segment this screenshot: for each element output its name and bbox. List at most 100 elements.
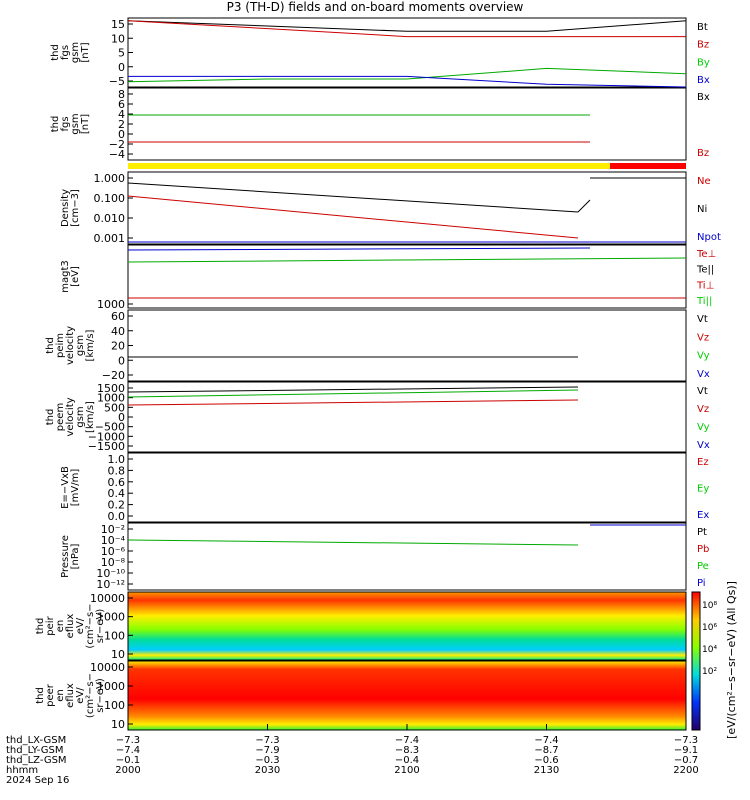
y-axis-label: thd fgs gsm [nT]	[50, 113, 91, 134]
spectrogram-peer	[128, 661, 686, 730]
y-label-line: [eV]	[70, 266, 81, 287]
x-tick-value: 2000	[115, 765, 140, 776]
y-tick-label: 4	[118, 108, 125, 121]
series-By	[127, 67, 687, 83]
colorbar-label: [eV/(cm²−s−sr−eV) (All Qs)]	[725, 581, 738, 739]
y-tick-label: 10⁻²	[101, 523, 125, 536]
y-label-line: velocity	[65, 326, 76, 365]
y-label-line: Pressure	[60, 535, 71, 578]
colorbar-tick-label: 10⁸	[702, 601, 717, 611]
x-tick-value: −8.3	[395, 745, 419, 756]
y-tick-label: 1000	[97, 611, 125, 624]
y-tick-label: 60	[111, 310, 125, 323]
legend-Vz: Vz	[697, 404, 709, 415]
y-tick-label: −1000	[88, 430, 125, 443]
y-tick-label: 1000	[97, 680, 125, 693]
legend-Vt: Vt	[697, 386, 708, 397]
y-tick-label: 10⁻¹⁰	[96, 567, 125, 580]
legend-Ez: Ez	[697, 457, 709, 468]
legend-Ti⊥: Ti⊥	[696, 280, 714, 291]
panel-frame	[127, 171, 687, 245]
trace-vz2	[127, 399, 579, 406]
panel-frame	[127, 309, 687, 382]
coverage-bar-fast	[610, 163, 686, 169]
y-label-line: [nT]	[80, 114, 91, 134]
y-tick-label: 8	[118, 88, 125, 101]
y-label-line: (cm²−s−	[85, 603, 96, 648]
trace-vy2	[127, 389, 579, 398]
y-tick-label: 10⁻⁶	[101, 545, 126, 558]
legend-Ex: Ex	[697, 510, 709, 521]
legend-Te||: Te||	[696, 265, 714, 276]
x-tick-value: 2030	[255, 765, 280, 776]
y-tick-label: 500	[104, 401, 125, 414]
x-tick-value: −0.7	[674, 755, 698, 766]
date-label: 2024 Sep 16	[6, 775, 69, 786]
y-tick-label: 1000	[97, 392, 125, 405]
y-label-line: thd	[45, 337, 56, 354]
trace-tipar	[127, 257, 687, 263]
y-tick-label: 0	[118, 61, 125, 74]
y-tick-label: 100	[104, 699, 125, 712]
y-label-line: thd	[35, 687, 46, 704]
y-tick-label: 20	[111, 340, 125, 353]
legend-Vx: Vx	[697, 440, 710, 451]
x-tick-value: −7.3	[255, 735, 279, 746]
legend-Vz: Vz	[697, 332, 709, 343]
x-tick-value: 2100	[394, 765, 419, 776]
y-label-line: gsm	[75, 335, 86, 356]
trace-ni	[127, 182, 579, 213]
y-tick-label: 10⁻¹²	[96, 578, 125, 591]
series-Bt	[127, 20, 687, 32]
y-label-line: thd	[45, 409, 56, 426]
series-Bz	[127, 20, 686, 38]
legend-Pe: Pe	[697, 561, 709, 572]
x-tick-value: −7.4	[395, 735, 419, 746]
y-axis-label: thd fgs gsm [nT]	[50, 42, 91, 63]
series-Bx	[128, 75, 687, 88]
x-tick-value: −7.4	[534, 735, 558, 746]
y-label-line: [nPa]	[70, 543, 81, 569]
y-label-line: thd	[50, 44, 61, 61]
legend-Bz: Bz	[697, 148, 709, 159]
y-label-line: [nT]	[80, 42, 91, 62]
y-label-line: eV/	[75, 617, 86, 634]
y-tick-label: 0.6	[108, 476, 126, 489]
y-tick-label: 0	[118, 354, 125, 367]
y-label-line: sr−eV)	[95, 678, 106, 713]
x-tick-value: −0.4	[395, 755, 419, 766]
x-tick-value: −7.9	[255, 745, 279, 756]
y-axis-label: thd peim velocity gsm [km/s]	[45, 326, 96, 365]
trace-ni-step	[577, 199, 591, 213]
y-label-line: Density	[60, 189, 71, 227]
y-tick-label: 40	[111, 325, 125, 338]
y-tick-label: 0.0	[108, 510, 126, 523]
trace-pe	[127, 539, 579, 546]
y-label-line: magt3	[60, 260, 71, 293]
legend-Bx: Bx	[697, 92, 710, 103]
y-tick-label: 6	[118, 98, 125, 111]
panel-frame	[127, 591, 687, 661]
legend-Pb: Pb	[697, 544, 709, 555]
y-tick-label: 10	[111, 648, 125, 661]
y-tick-label: 0.2	[108, 499, 126, 512]
legend-Bz: Bz	[697, 40, 709, 51]
trace-vt2	[127, 386, 579, 393]
y-tick-label: 0	[118, 128, 125, 141]
colorbar-tick-label: 10⁴	[702, 645, 717, 655]
y-label-line: sr−eV)	[95, 609, 106, 644]
y-label-line: fgs	[60, 116, 71, 131]
y-label-line: thd	[35, 618, 46, 635]
x-tick-value: −9.1	[674, 745, 698, 756]
y-tick-label: −2	[109, 138, 125, 151]
y-tick-label: 5	[118, 47, 125, 60]
x-tick-value: 2200	[673, 765, 698, 776]
panel-frame	[127, 244, 687, 309]
y-label-line: gsm	[70, 113, 81, 134]
legend-Pi: Pi	[697, 578, 706, 589]
x-row-label: thd_LX-GSM	[6, 735, 66, 746]
legend-Bt: Bt	[697, 22, 708, 33]
legend-Ne: Ne	[697, 176, 711, 187]
y-axis-label: magt3 [eV]	[60, 260, 81, 293]
